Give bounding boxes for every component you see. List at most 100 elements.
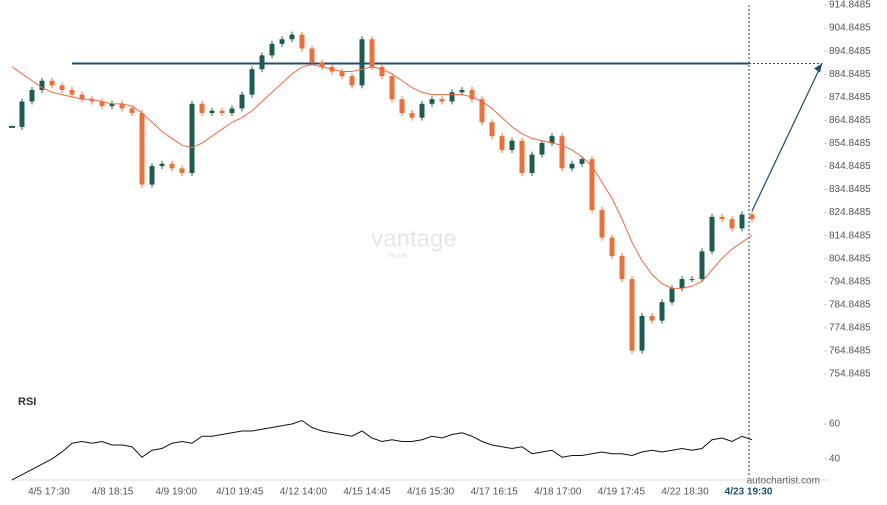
- y-tick-label: 884.8485: [829, 69, 871, 80]
- candle: [559, 136, 565, 169]
- candle: [719, 216, 725, 220]
- candle: [399, 99, 405, 114]
- candle: [729, 219, 735, 229]
- moving-average: [11, 64, 753, 289]
- candle: [539, 143, 545, 155]
- candle: [349, 76, 355, 86]
- y-tick-label: 764.8485: [829, 346, 871, 357]
- candle: [409, 113, 415, 118]
- candle: [459, 89, 465, 93]
- rsi-tick-label: 40: [829, 454, 841, 465]
- candle: [659, 302, 665, 321]
- candle: [479, 99, 485, 123]
- arrow-head: [814, 63, 822, 73]
- candle: [339, 71, 345, 77]
- candle: [689, 279, 695, 281]
- candle: [379, 66, 385, 77]
- forecast-arrow: [751, 63, 823, 212]
- candle: [79, 94, 85, 100]
- y-tick-label: 804.8485: [829, 253, 871, 264]
- x-tick-label: 4/5 17:30: [28, 487, 70, 498]
- candle: [599, 209, 605, 238]
- y-tick-label: 754.8485: [829, 369, 871, 380]
- rsi-title: RSI: [18, 396, 36, 408]
- candle: [369, 39, 375, 67]
- x-tick-label: 4/23 19:30: [725, 487, 773, 498]
- y-tick-label: 784.8485: [829, 299, 871, 310]
- candle: [439, 99, 445, 102]
- candle: [19, 101, 25, 127]
- candle: [149, 166, 155, 185]
- x-tick-label: 4/9 19:00: [155, 487, 197, 498]
- candle: [579, 159, 585, 164]
- candle: [299, 34, 305, 49]
- candle: [509, 140, 515, 150]
- x-tick-label: 4/12 14:00: [280, 487, 328, 498]
- candle: [49, 80, 55, 86]
- candle: [649, 315, 655, 321]
- candle: [189, 103, 195, 174]
- y-tick-label: 794.8485: [829, 276, 871, 287]
- candle: [309, 48, 315, 63]
- candle: [469, 89, 475, 100]
- candle: [119, 103, 125, 109]
- watermark-sub: PLUS: [389, 253, 408, 260]
- candle: [179, 168, 185, 174]
- candle: [609, 237, 615, 257]
- candle: [359, 39, 365, 86]
- x-tick-label: 4/18 17:00: [534, 487, 582, 498]
- candle: [629, 279, 635, 351]
- candle: [619, 256, 625, 280]
- y-tick-label: 874.8485: [829, 92, 871, 103]
- candle: [139, 113, 145, 185]
- candle: [709, 216, 715, 252]
- candle: [319, 62, 325, 67]
- candle: [249, 69, 255, 95]
- x-tick-label: 4/22 18:30: [661, 487, 709, 498]
- watermark: vantage: [371, 225, 456, 252]
- candle: [289, 34, 295, 40]
- candle: [529, 154, 535, 174]
- candle: [489, 122, 495, 137]
- candle: [59, 85, 65, 90]
- candle: [589, 159, 595, 210]
- candle: [389, 76, 395, 100]
- candle: [219, 110, 225, 114]
- x-tick-label: 4/8 18:15: [92, 487, 134, 498]
- candle: [699, 251, 705, 280]
- y-tick-label: 914.8485: [829, 0, 871, 11]
- candle: [159, 163, 165, 167]
- y-tick-label: 904.8485: [829, 23, 871, 34]
- candle: [99, 101, 105, 107]
- candle: [419, 103, 425, 118]
- y-tick-label: 844.8485: [829, 161, 871, 172]
- candle: [749, 214, 755, 220]
- y-tick-label: 894.8485: [829, 46, 871, 57]
- x-tick-label: 4/15 14:45: [343, 487, 391, 498]
- candle: [569, 163, 575, 169]
- candle: [199, 103, 205, 114]
- y-tick-label: 774.8485: [829, 323, 871, 334]
- candle: [519, 140, 525, 174]
- rsi-tick-label: 60: [829, 419, 841, 430]
- candle: [429, 99, 435, 104]
- candle: [259, 55, 265, 70]
- x-tick-label: 4/16 15:30: [407, 487, 455, 498]
- candle: [639, 315, 645, 351]
- y-tick-label: 824.8485: [829, 207, 871, 218]
- candle: [229, 108, 235, 114]
- candle: [679, 279, 685, 289]
- credit: autochartist.com: [747, 476, 820, 487]
- candle: [239, 94, 245, 109]
- candle: [69, 89, 75, 95]
- candle: [169, 163, 175, 169]
- candle: [39, 80, 45, 90]
- x-tick-label: 4/17 16:15: [471, 487, 519, 498]
- candle: [129, 108, 135, 114]
- candle: [499, 136, 505, 150]
- y-tick-label: 814.8485: [829, 230, 871, 241]
- candle: [669, 288, 675, 303]
- rsi-line: [11, 419, 753, 481]
